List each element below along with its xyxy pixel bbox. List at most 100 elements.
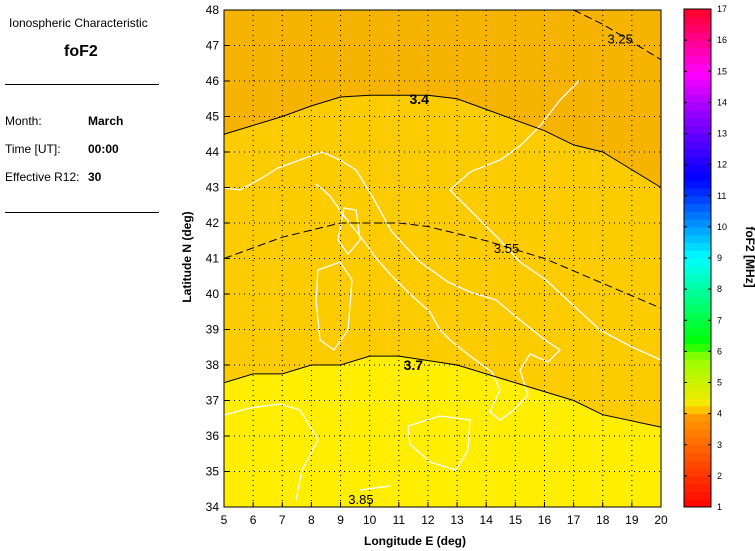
- y-tick-label: 47: [206, 39, 220, 53]
- colorbar-segment: [684, 141, 711, 150]
- colorbar-segment: [684, 187, 711, 197]
- y-tick-label: 48: [206, 3, 220, 17]
- colorbar-tick-label: 12: [717, 160, 727, 170]
- colorbar-segment: [684, 219, 711, 228]
- colorbar-segment: [684, 312, 711, 321]
- y-tick-label: 34: [206, 500, 220, 514]
- y-tick-label: 36: [206, 429, 220, 443]
- colorbar-segment: [684, 382, 711, 391]
- colorbar-segment: [684, 436, 711, 446]
- contour-3.25: [573, 9, 662, 61]
- contour-label: 3.55: [494, 241, 519, 256]
- coastline-sicily: [407, 415, 471, 471]
- colorbar-segment: [684, 499, 711, 508]
- colorbar-label: foF2 [MHz]: [743, 226, 755, 288]
- colorbar-tick-label: 15: [717, 66, 727, 76]
- colorbar-segment: [684, 16, 711, 26]
- x-tick-label: 7: [279, 513, 286, 527]
- divider-bottom: [5, 212, 159, 213]
- x-tick-label: 19: [625, 513, 639, 527]
- colorbar-segment: [684, 125, 711, 134]
- colorbar-segment: [684, 304, 711, 313]
- colorbar-tick-label: 13: [717, 129, 727, 139]
- y-tick-label: 39: [206, 323, 220, 337]
- colorbar-segment: [684, 117, 711, 127]
- colorbar-tick-label: 5: [717, 378, 722, 388]
- colorbar-segment: [684, 491, 711, 500]
- colorbar-segment: [684, 133, 711, 142]
- colorbar-segment: [684, 24, 711, 33]
- r12-value: 30: [88, 170, 102, 184]
- colorbar-segment: [684, 258, 711, 267]
- colorbar-tick-label: 4: [717, 409, 722, 419]
- colorbar-tick-label: 9: [717, 253, 722, 263]
- colorbar-segment: [684, 374, 711, 383]
- x-tick-label: 11: [393, 513, 406, 527]
- colorbar-segment: [684, 55, 711, 64]
- time-value: 00:00: [88, 142, 119, 156]
- colorbar-tick-label: 3: [717, 440, 722, 450]
- colorbar-segment: [684, 180, 711, 189]
- y-tick-label: 38: [206, 358, 220, 372]
- colorbar-segment: [684, 226, 711, 236]
- y-axis-label: Latitude N (deg): [180, 211, 194, 303]
- colorbar-segment: [684, 351, 711, 360]
- colorbar-segment: [684, 413, 711, 422]
- colorbar-segment: [684, 468, 711, 477]
- colorbar-tick-label: 2: [717, 471, 722, 481]
- r12-label: Effective R12:: [5, 170, 80, 184]
- x-tick-label: 16: [538, 513, 552, 527]
- y-tick-label: 44: [206, 145, 220, 159]
- colorbar-segment: [684, 475, 711, 485]
- colorbar-segment: [684, 102, 711, 111]
- colorbar-segment: [684, 86, 711, 96]
- contour-3.4: [223, 94, 662, 188]
- colorbar-segment: [684, 79, 711, 88]
- colorbar-segment: [684, 398, 711, 407]
- colorbar-segment: [684, 343, 711, 352]
- colorbar-segment: [684, 164, 711, 173]
- colorbar-segment: [684, 250, 711, 259]
- y-tick-label: 43: [206, 181, 220, 195]
- colorbar-tick-label: 16: [717, 35, 727, 45]
- colorbar-tick-label: 8: [717, 284, 722, 294]
- colorbar-segment: [684, 9, 711, 18]
- x-tick-label: 13: [450, 513, 464, 527]
- colorbar-segment: [684, 359, 711, 368]
- colorbar-segment: [684, 63, 711, 72]
- colorbar-segment: [684, 203, 711, 212]
- colorbar-segment: [684, 149, 711, 158]
- x-tick-label: 6: [250, 513, 257, 527]
- coastline-africa: [223, 403, 391, 501]
- y-tick-label: 46: [206, 74, 220, 88]
- colorbar-segment: [684, 273, 711, 282]
- x-tick-label: 20: [654, 513, 668, 527]
- colorbar-tick-label: 11: [717, 191, 726, 201]
- x-axis-label: Longitude E (deg): [364, 534, 466, 548]
- info-heading: Ionospheric Characteristic: [9, 16, 148, 30]
- x-tick-label: 18: [596, 513, 610, 527]
- colorbar-segment: [684, 242, 711, 251]
- colorbar-segment: [684, 47, 711, 57]
- colorbar-segment: [684, 32, 711, 41]
- x-tick-label: 8: [308, 513, 315, 527]
- colorbar-tick-label: 6: [717, 346, 722, 356]
- colorbar-tick-label: 14: [717, 97, 727, 107]
- x-tick-label: 17: [567, 513, 581, 527]
- contour-label: 3.85: [348, 492, 373, 507]
- divider-top: [5, 84, 159, 85]
- month-label: Month:: [5, 114, 42, 128]
- month-value: March: [88, 114, 124, 128]
- colorbar-segment: [684, 444, 711, 454]
- contour-3.7: [223, 355, 662, 428]
- colorbar-segment: [684, 40, 711, 49]
- colorbar-segment: [684, 296, 711, 306]
- characteristic-title: foF2: [64, 43, 98, 60]
- coastline-corsica: [337, 207, 361, 256]
- contour-label: 3.4: [409, 91, 429, 107]
- colorbar-segment: [684, 483, 711, 492]
- colorbar-tick-label: 17: [717, 4, 727, 14]
- colorbar-segment: [684, 234, 711, 243]
- colorbar-segment: [684, 421, 711, 430]
- colorbar-segment: [684, 289, 711, 298]
